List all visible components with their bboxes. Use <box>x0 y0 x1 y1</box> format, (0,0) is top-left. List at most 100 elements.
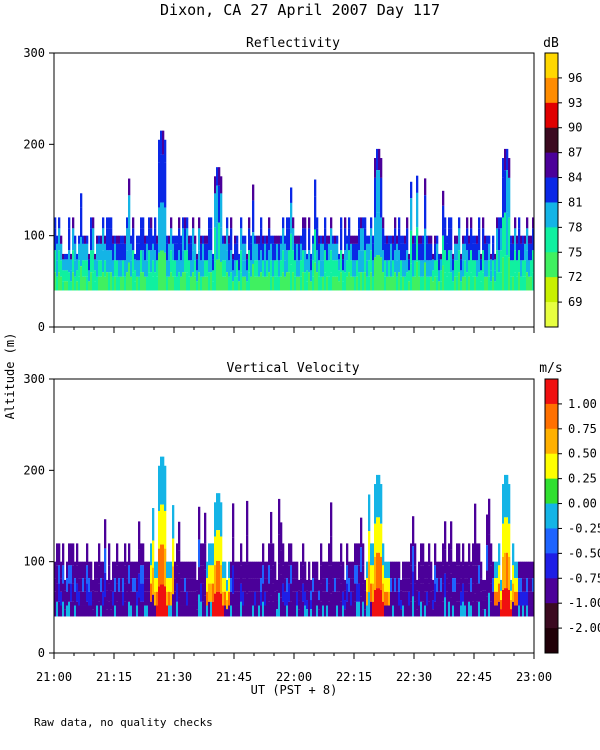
heatmap-cell <box>470 272 473 291</box>
heatmap-cell <box>408 259 411 271</box>
heatmap-cell <box>502 556 505 590</box>
heatmap-cell <box>416 590 419 601</box>
heatmap-column <box>370 543 373 617</box>
heatmap-cell <box>488 592 491 617</box>
heatmap-cell <box>148 272 151 291</box>
heatmap-cell <box>394 591 397 606</box>
heatmap-column <box>458 217 461 291</box>
heatmap-cell <box>122 561 125 579</box>
heatmap-cell <box>270 276 273 291</box>
heatmap-column <box>260 217 263 291</box>
heatmap-column <box>462 235 465 291</box>
y-tick-label: 300 <box>23 372 45 386</box>
heatmap-cell <box>146 260 149 277</box>
heatmap-cell <box>206 605 209 617</box>
heatmap-column <box>208 217 211 291</box>
heatmap-cell <box>374 523 377 557</box>
heatmap-cell <box>140 565 143 584</box>
heatmap-column <box>56 543 59 617</box>
heatmap-cell <box>176 583 179 602</box>
heatmap-column <box>256 561 259 617</box>
heatmap-cell <box>148 561 151 579</box>
heatmap-cell <box>192 217 195 229</box>
heatmap-column <box>422 235 425 291</box>
heatmap-cell <box>248 605 251 617</box>
heatmap-cell <box>138 235 141 244</box>
heatmap-cell <box>182 228 185 251</box>
heatmap-cell <box>396 260 399 277</box>
heatmap-cell <box>490 270 493 282</box>
heatmap-cell <box>282 583 285 602</box>
heatmap-cell <box>314 179 317 197</box>
heatmap-column <box>524 235 527 291</box>
x-tick-label: 21:45 <box>216 670 252 684</box>
heatmap-cell <box>216 259 219 291</box>
heatmap-cell <box>440 591 443 606</box>
heatmap-column <box>438 561 441 617</box>
heatmap-cell <box>492 276 495 291</box>
heatmap-cell <box>82 243 85 261</box>
heatmap-cell <box>278 534 281 564</box>
heatmap-cell <box>88 259 91 271</box>
heatmap-cell <box>234 578 237 592</box>
heatmap-cell <box>324 217 327 229</box>
heatmap-cell <box>436 243 439 261</box>
heatmap-cell <box>330 217 333 229</box>
heatmap-cell <box>514 578 517 592</box>
heatmap-cell <box>336 260 339 277</box>
heatmap-cell <box>334 243 337 261</box>
heatmap-cell <box>94 259 97 271</box>
heatmap-cell <box>326 591 329 606</box>
heatmap-cell <box>412 243 415 261</box>
heatmap-column <box>338 253 341 291</box>
heatmap-cell <box>516 276 519 291</box>
heatmap-cell <box>440 605 443 617</box>
heatmap-cell <box>384 605 387 617</box>
heatmap-cell <box>54 217 57 229</box>
heatmap-cell <box>320 243 323 261</box>
heatmap-column <box>362 543 365 617</box>
heatmap-column <box>180 235 183 291</box>
heatmap-cell <box>322 561 325 579</box>
heatmap-cell <box>414 276 417 291</box>
heatmap-cell <box>198 567 201 595</box>
heatmap-cell <box>422 583 425 602</box>
heatmap-column <box>372 543 375 617</box>
heatmap-cell <box>390 605 393 617</box>
heatmap-cell <box>248 561 251 579</box>
heatmap-column <box>186 217 189 291</box>
heatmap-cell <box>94 605 97 617</box>
heatmap-cell <box>368 276 371 291</box>
heatmap-column <box>486 235 489 291</box>
heatmap-cell <box>498 543 501 566</box>
heatmap-cell <box>520 605 523 617</box>
heatmap-cell <box>124 243 127 261</box>
heatmap-cell <box>210 601 213 617</box>
heatmap-cell <box>208 601 211 617</box>
heatmap-cell <box>444 272 447 291</box>
heatmap-cell <box>110 250 113 273</box>
heatmap-cell <box>164 139 167 163</box>
heatmap-cell <box>134 253 137 260</box>
heatmap-cell <box>138 573 141 598</box>
heatmap-column <box>488 498 491 617</box>
heatmap-cell <box>468 243 471 261</box>
heatmap-cell <box>344 217 347 229</box>
heatmap-cell <box>304 591 307 606</box>
colorbar-label: 87 <box>568 146 582 160</box>
heatmap-cell <box>102 561 105 579</box>
heatmap-column <box>212 253 215 291</box>
heatmap-cell <box>330 272 333 291</box>
heatmap-cell <box>70 281 73 291</box>
heatmap-cell <box>196 253 199 260</box>
heatmap-cell <box>256 561 259 579</box>
heatmap-cell <box>140 583 143 602</box>
heatmap-cell <box>126 605 129 617</box>
heatmap-column <box>140 217 143 291</box>
heatmap-cell <box>224 243 227 261</box>
heatmap-cell <box>140 217 143 229</box>
heatmap-cell <box>172 235 175 244</box>
heatmap-column <box>130 561 133 617</box>
heatmap-cell <box>430 260 433 277</box>
heatmap-cell <box>190 260 193 277</box>
